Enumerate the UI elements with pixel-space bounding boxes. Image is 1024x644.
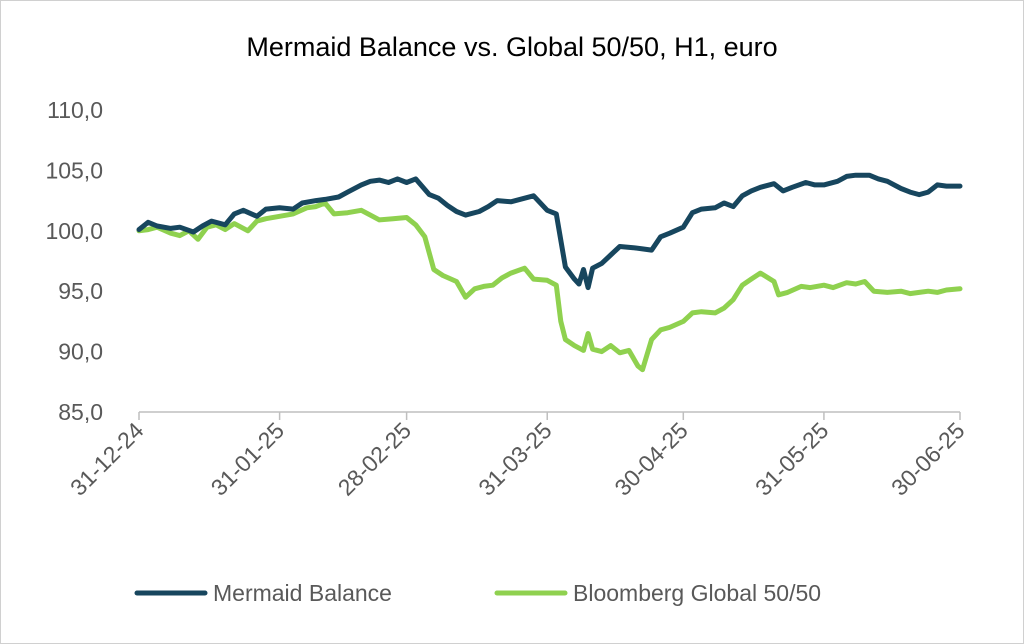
x-axis: [138, 411, 961, 420]
series-line-bloomberg-global: [136, 200, 963, 373]
y-tick-label: 95,0: [58, 278, 103, 304]
series-lines: [136, 172, 963, 373]
y-tick-label: 85,0: [58, 399, 103, 425]
x-tick-label: 31-05-25: [750, 417, 833, 500]
x-axis-ticks: 31-12-24 31-01-25 28-02-25 31-03-25 30-04-25…: [65, 417, 969, 501]
x-tick-label: 31-03-25: [473, 417, 556, 500]
legend: Mermaid Balance Bloomberg Global 50/50: [134, 580, 821, 606]
y-axis-ticks: 110,0 105,0 100,0 95,0 90,0 85,0: [45, 97, 103, 425]
y-tick-label: 105,0: [45, 157, 103, 183]
x-tick-label: 31-12-24: [65, 417, 149, 501]
x-tick-label: 30-06-25: [886, 417, 969, 500]
y-tick-label: 90,0: [58, 339, 103, 365]
x-tick-label: 30-04-25: [609, 417, 692, 500]
x-tick-label: 28-02-25: [333, 417, 416, 500]
y-tick-label: 100,0: [45, 218, 103, 244]
legend-label: Mermaid Balance: [213, 580, 392, 606]
legend-label: Bloomberg Global 50/50: [573, 580, 821, 606]
series-line-mermaid-balance: [136, 172, 963, 291]
x-tick-label: 31-01-25: [206, 417, 289, 500]
y-tick-label: 110,0: [47, 97, 103, 123]
chart-title: Mermaid Balance vs. Global 50/50, H1, eu…: [246, 32, 777, 62]
